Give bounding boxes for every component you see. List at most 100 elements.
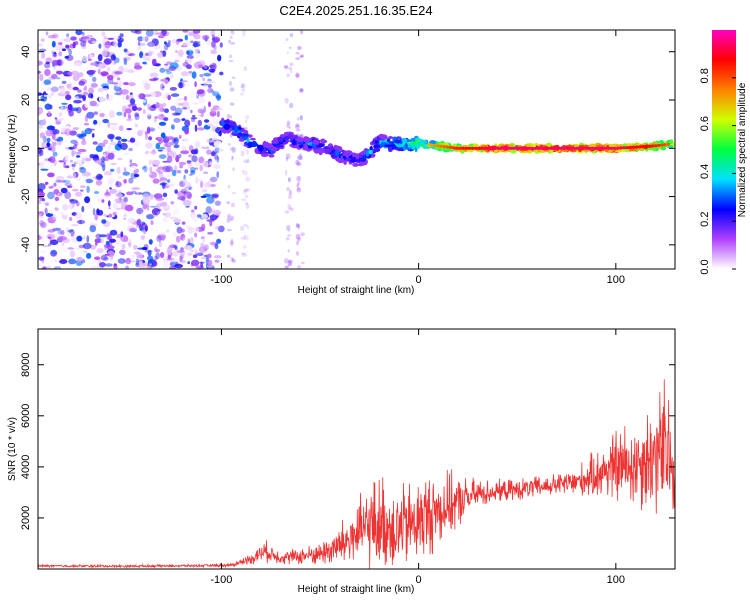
signal-core (552, 146, 557, 150)
noise-speck (134, 112, 140, 117)
noise-speck (47, 216, 56, 224)
noise-speck (140, 128, 146, 133)
noise-speck (134, 124, 138, 127)
noise-speckle (38, 30, 306, 269)
signal-blob (254, 148, 259, 154)
noise-speck (231, 257, 234, 261)
noise-speck (65, 227, 69, 232)
noise-speck (50, 86, 59, 93)
noise-speck (143, 165, 148, 173)
noise-speck (171, 112, 181, 116)
noise-speck (283, 266, 288, 269)
noise-speck (164, 212, 172, 218)
noise-speck (210, 30, 216, 37)
noise-speck (173, 144, 180, 149)
noise-speck (200, 195, 207, 198)
noise-speck (61, 80, 67, 84)
noise-speck (101, 50, 108, 57)
noise-speck (243, 245, 247, 249)
noise-speck (102, 164, 106, 172)
noise-speck (66, 175, 74, 179)
noise-speck (210, 49, 217, 55)
noise-speck (48, 34, 56, 39)
noise-speck (158, 240, 162, 248)
noise-speck (116, 233, 122, 239)
noise-speck (82, 87, 86, 91)
noise-speck (104, 253, 110, 256)
noise-speck (100, 71, 109, 76)
noise-speck (98, 62, 102, 71)
signal-core (663, 143, 667, 147)
noise-speck (166, 247, 173, 255)
noise-speck (168, 182, 171, 185)
noise-speck (296, 162, 302, 167)
signal-blob (352, 162, 359, 167)
noise-speck (241, 198, 247, 201)
spectrogram-marks (38, 30, 675, 269)
noise-speck (128, 82, 136, 87)
noise-speck (123, 63, 132, 71)
noise-speck (166, 146, 171, 153)
noise-speck (160, 132, 166, 139)
noise-speck (153, 261, 158, 267)
noise-speck (206, 196, 215, 204)
noise-speck (190, 170, 196, 175)
noise-speck (194, 61, 203, 69)
noise-speck (191, 71, 197, 79)
noise-speck (212, 34, 215, 41)
noise-speck (103, 58, 112, 65)
noise-speck (93, 191, 100, 194)
noise-speck (71, 107, 79, 112)
noise-speck (159, 187, 164, 195)
noise-speck (97, 142, 106, 148)
noise-speck (42, 245, 50, 247)
noise-speck (52, 227, 61, 231)
noise-speck (81, 140, 87, 146)
noise-speck (169, 266, 177, 269)
noise-speck (79, 167, 84, 170)
noise-speck (136, 218, 142, 226)
noise-speck (138, 148, 143, 156)
noise-speck (102, 118, 109, 124)
noise-speck (52, 53, 58, 58)
noise-speck (103, 171, 113, 176)
noise-speck (41, 141, 46, 148)
signal-blob (342, 153, 351, 157)
noise-speck (72, 188, 79, 192)
noise-speck (229, 54, 232, 59)
noise-speck (88, 128, 96, 131)
noise-speck (134, 30, 142, 35)
noise-speck (192, 226, 200, 233)
signal-core (508, 146, 513, 150)
signal-core (647, 144, 652, 148)
signal-blob (262, 153, 269, 157)
noise-speck (46, 162, 55, 170)
noise-speck (110, 168, 115, 172)
noise-speck (296, 128, 301, 132)
noise-speck (175, 39, 180, 45)
noise-speck (245, 114, 250, 120)
noise-speck (203, 94, 210, 98)
noise-speck (167, 179, 171, 183)
signal-core (571, 146, 576, 150)
noise-speck (97, 158, 105, 166)
noise-speck (176, 250, 185, 253)
signal-blob (257, 145, 264, 152)
noise-speck (289, 102, 294, 109)
noise-speck (61, 243, 65, 246)
noise-speck (45, 265, 52, 269)
noise-speck (181, 146, 187, 151)
noise-speck (286, 187, 290, 192)
noise-speck (197, 202, 203, 207)
y-tick-label: 4000 (20, 455, 32, 479)
noise-speck (149, 78, 158, 82)
noise-speck (84, 157, 92, 162)
noise-speck (289, 62, 294, 67)
noise-speck (196, 214, 202, 218)
noise-speck (229, 147, 234, 151)
signal-blob (271, 139, 279, 144)
signal-core (518, 146, 522, 150)
noise-speck (46, 137, 51, 143)
noise-speck (52, 214, 57, 221)
signal-blob (303, 136, 311, 143)
